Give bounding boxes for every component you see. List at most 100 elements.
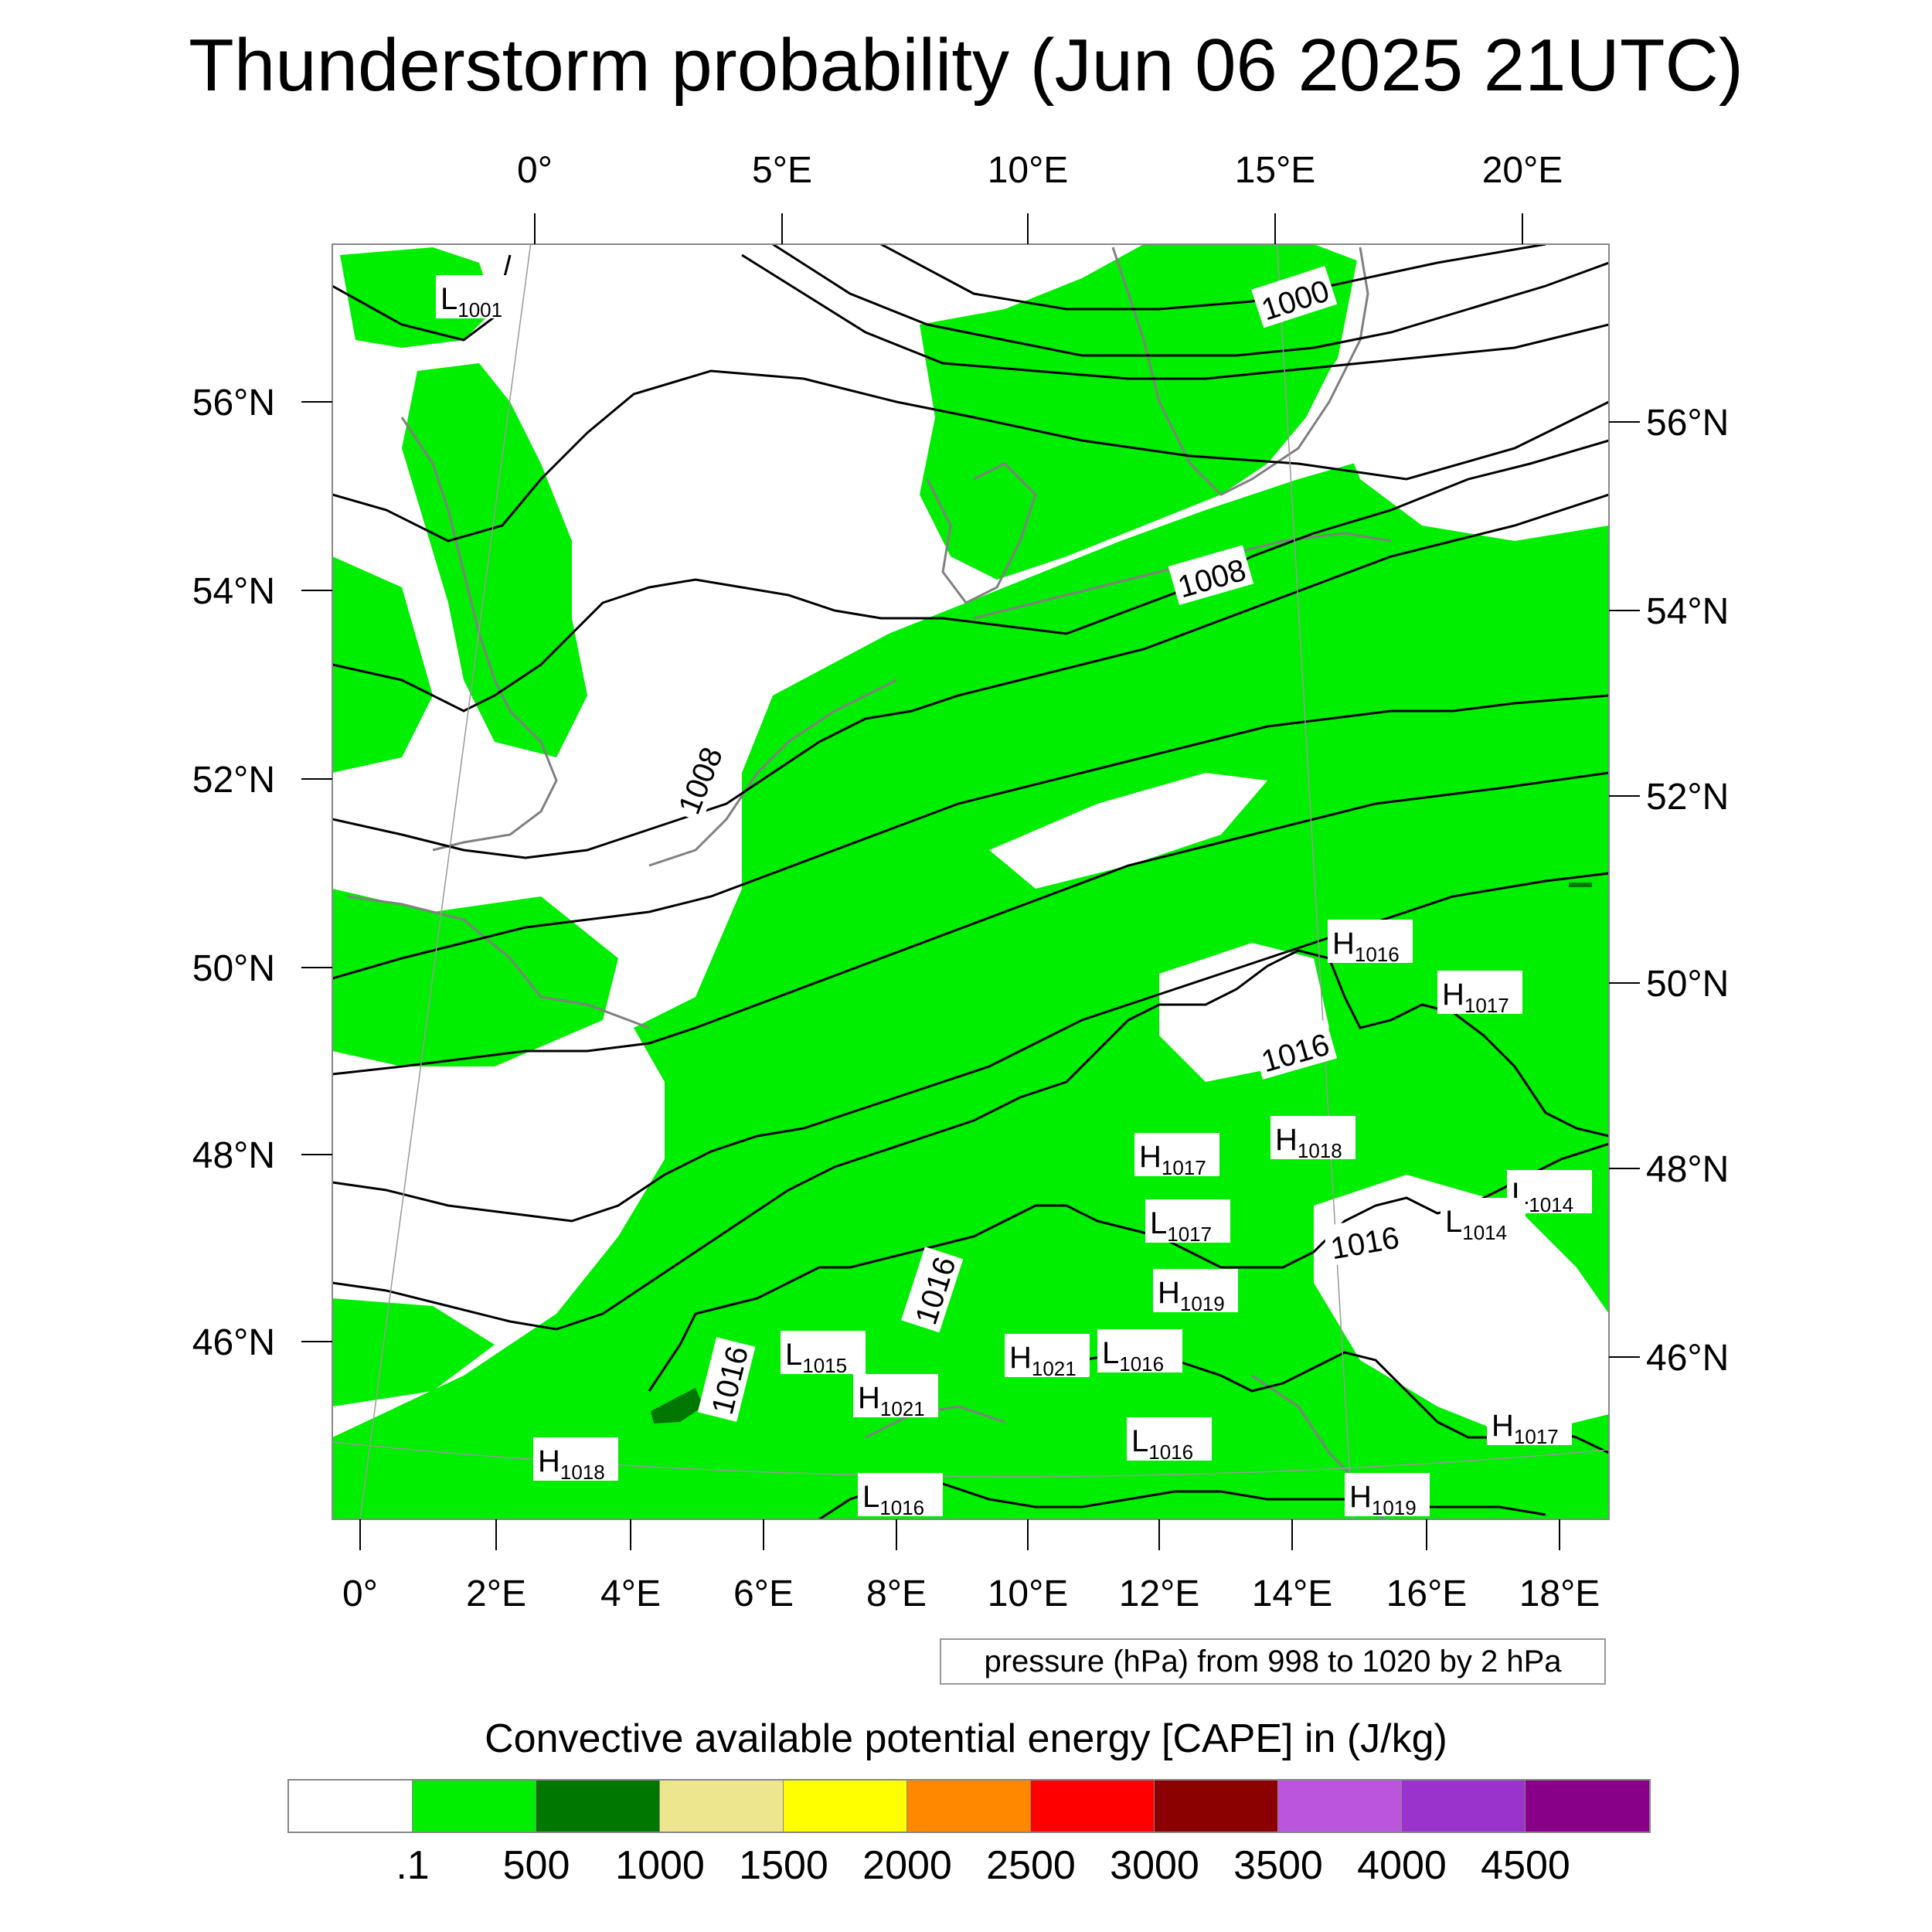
svg-text:H1019: H1019 <box>1158 1276 1225 1315</box>
cape-gap-north-east <box>1329 244 1609 541</box>
isobar-8 <box>332 694 1609 980</box>
right-lat-label: 46°N <box>1646 1338 1729 1379</box>
cape-region-west-2 <box>332 889 618 1066</box>
cape-region-dark-1 <box>651 1388 703 1423</box>
svg-text:H1018: H1018 <box>1275 1123 1342 1162</box>
colorbar-swatch <box>784 1781 907 1832</box>
svg-text:L1014: L1014 <box>1445 1205 1507 1244</box>
coastline-sweden <box>1111 247 1369 496</box>
coastline-france-north <box>347 895 650 1029</box>
pressure-center: H1017 <box>1437 971 1522 1017</box>
colorbar-label: 500 <box>502 1843 570 1888</box>
cape-gap-left-lower <box>332 1066 587 1221</box>
pressure-center: H1018 <box>1270 1116 1355 1162</box>
coastline-denmark <box>926 462 1037 604</box>
colorbar-label: 3500 <box>1233 1843 1323 1888</box>
colorbar-swatch <box>1278 1781 1402 1832</box>
isobar-5 <box>332 369 1609 543</box>
pressure-center: H1019 <box>1345 1473 1430 1519</box>
top-lon-label: 0° <box>517 150 553 191</box>
cape-colorbar <box>287 1779 1651 1833</box>
colorbar-label: 1000 <box>615 1843 705 1888</box>
colorbar-label: 2500 <box>986 1843 1076 1888</box>
colorbar-label: 1500 <box>739 1843 828 1888</box>
cape-region-dark-2 <box>1569 883 1592 887</box>
colorbar-swatch <box>660 1781 784 1832</box>
bottom-lon-label: 2°E <box>466 1573 526 1614</box>
map-border <box>332 243 1610 1520</box>
pressure-center: L1016 <box>1127 1417 1212 1464</box>
pressure-center: L1015 <box>781 1331 866 1377</box>
right-lat-label: 48°N <box>1646 1149 1729 1190</box>
colorbar-swatch <box>536 1781 660 1832</box>
right-lat-label: 54°N <box>1646 591 1729 632</box>
pressure-center: L1001 <box>436 275 510 321</box>
pressure-contour-note: pressure (hPa) from 998 to 1020 by 2 hPa <box>940 1638 1606 1685</box>
isobar-6 <box>332 439 1609 713</box>
colorbar-label: 2000 <box>862 1843 952 1888</box>
left-lat-label: 46°N <box>192 1322 275 1363</box>
colorbar-label: 3000 <box>1110 1843 1199 1888</box>
bottom-lon-label: 8°E <box>866 1573 927 1614</box>
isobar-3 <box>772 244 1609 357</box>
pressure-center: H1021 <box>1005 1334 1090 1380</box>
bottom-lon-label: 0° <box>342 1573 378 1614</box>
pressure-center: H1018 <box>533 1437 618 1484</box>
svg-text:H1017: H1017 <box>1492 1409 1559 1448</box>
pressure-center: H1021 <box>853 1374 938 1420</box>
cape-high-layer <box>651 883 1592 1423</box>
page-title: Thunderstorm probability (Jun 06 2025 21… <box>189 24 1743 107</box>
top-lon-label: 5°E <box>752 150 812 191</box>
bottom-lon-label: 12°E <box>1119 1573 1200 1614</box>
colorbar-swatch <box>413 1781 536 1832</box>
svg-text:H1019: H1019 <box>1349 1480 1417 1519</box>
top-lon-label: 10°E <box>988 150 1069 191</box>
bottom-lon-label: 6°E <box>733 1573 794 1614</box>
pressure-center: H1016 <box>1328 920 1413 966</box>
cape-gap-upper-middle <box>510 270 920 526</box>
coastline-britain <box>400 417 558 852</box>
colorbar-swatch <box>1155 1781 1278 1832</box>
isobar-10 <box>332 872 1609 1223</box>
pressure-center: H1017 <box>1487 1402 1572 1448</box>
bottom-lon-label: 10°E <box>988 1573 1069 1614</box>
pressure-center: L1017 <box>1145 1199 1230 1246</box>
pressure-center: H1017 <box>1134 1133 1219 1179</box>
top-lon-labels: 0° 5°E 10°E 15°E 20°E <box>517 150 1563 191</box>
svg-text:H1017: H1017 <box>1139 1140 1206 1179</box>
svg-text:H1021: H1021 <box>1009 1341 1077 1380</box>
bottom-lon-label: 18°E <box>1519 1573 1600 1614</box>
right-lat-label: 50°N <box>1646 964 1729 1005</box>
left-lat-label: 50°N <box>192 948 275 989</box>
isobar-12 <box>648 1142 1609 1392</box>
cape-gap-left-middle <box>332 757 665 943</box>
colorbar-labels: .1 500 1000 1500 2000 2500 3000 3500 400… <box>0 1841 1932 1895</box>
colorbar-label: .1 <box>396 1843 430 1888</box>
left-lat-label: 54°N <box>192 571 275 612</box>
parallel-45n <box>332 1441 1609 1478</box>
left-lat-labels: 56°N 54°N 52°N 50°N 48°N 46°N <box>192 383 275 1363</box>
svg-text:L1017: L1017 <box>1150 1206 1212 1246</box>
colorbar-label: 4000 <box>1357 1843 1447 1888</box>
right-lat-label: 52°N <box>1646 777 1729 818</box>
svg-text:H1018: H1018 <box>538 1444 605 1484</box>
meridian-15e <box>1276 244 1353 1519</box>
top-lon-label: 20°E <box>1482 150 1563 191</box>
cape-gap-central <box>989 773 1267 889</box>
colorbar-swatch <box>1526 1781 1649 1832</box>
pressure-center-labels: L1001 H1016 H1017 H1017 H1018 L1017 L101… <box>436 275 1592 1519</box>
tick-marks <box>301 213 1640 1550</box>
cape-region-main-band <box>332 386 1609 1519</box>
bottom-lon-label: 16°E <box>1386 1573 1468 1614</box>
isobar-4 <box>741 253 1609 380</box>
svg-text:L1016: L1016 <box>1102 1336 1164 1376</box>
cape-region-northwest <box>340 247 495 348</box>
left-lat-label: 52°N <box>192 760 275 801</box>
pressure-center: L1014 <box>1440 1198 1526 1244</box>
right-lat-labels: 56°N 54°N 52°N 50°N 48°N 46°N <box>1646 403 1729 1379</box>
isobar-9 <box>332 771 1609 1076</box>
bottom-lon-label: 14°E <box>1252 1573 1333 1614</box>
pressure-center: L1016 <box>858 1473 943 1519</box>
isobar-7 <box>332 493 1609 859</box>
